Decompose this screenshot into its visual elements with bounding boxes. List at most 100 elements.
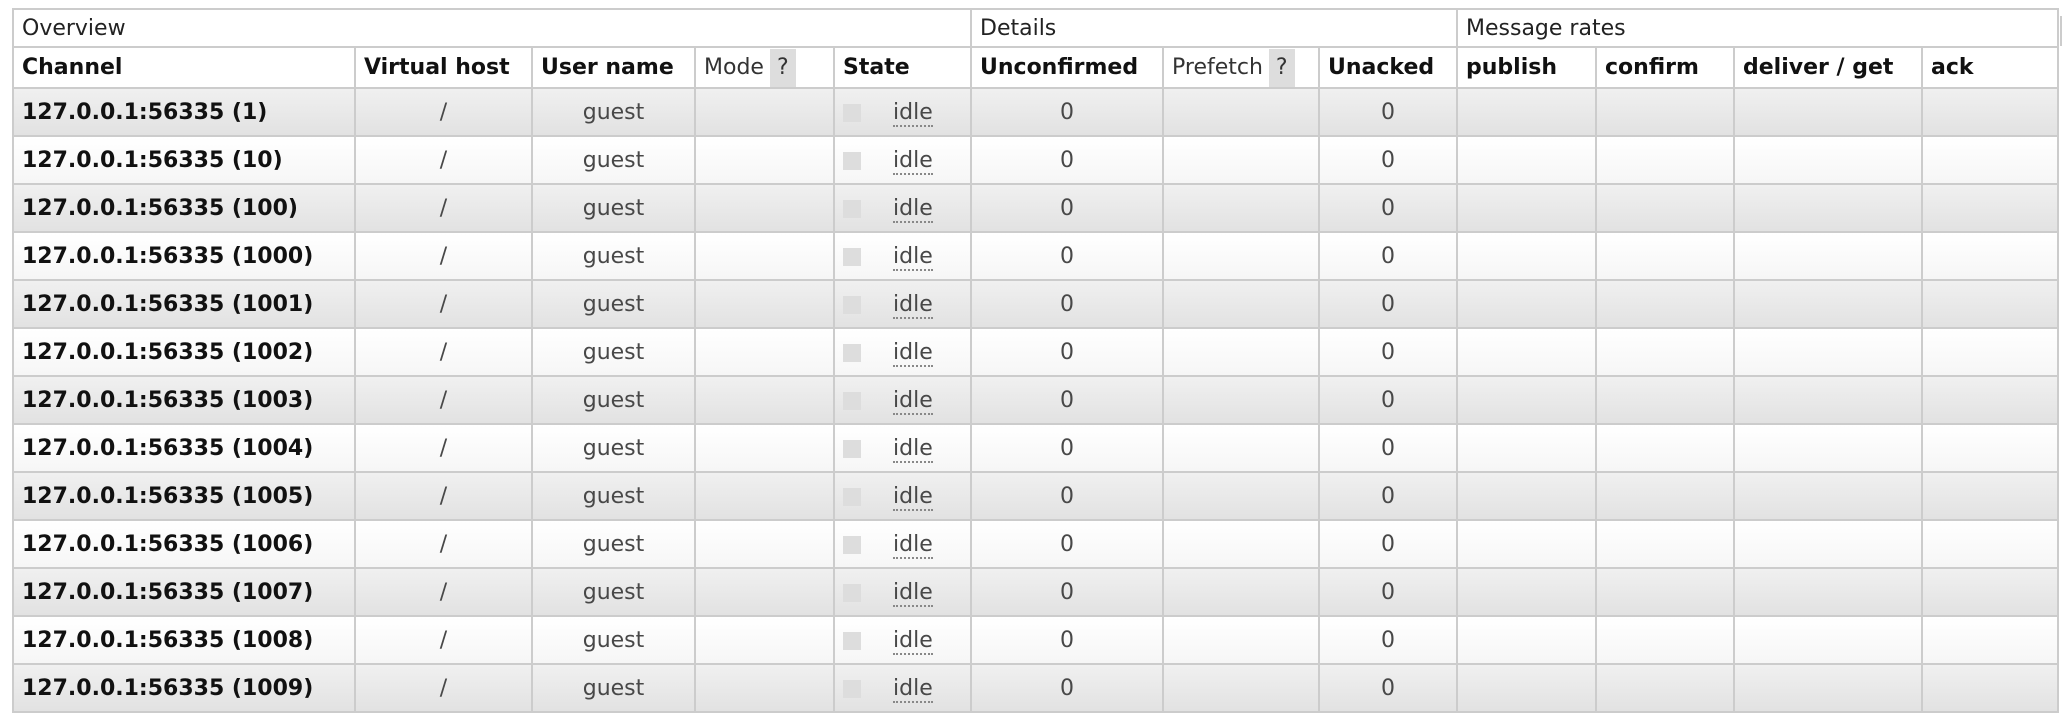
user-name: guest xyxy=(531,519,696,569)
prefetch xyxy=(1162,471,1320,521)
user-name: guest xyxy=(531,183,696,233)
prefetch xyxy=(1162,567,1320,617)
state: idle xyxy=(833,135,972,185)
col-virtual-host[interactable]: Virtual host xyxy=(354,46,533,89)
user-name: guest xyxy=(531,231,696,281)
channel-link[interactable]: 127.0.0.1:56335 (10) xyxy=(12,135,356,185)
unacked: 0 xyxy=(1318,423,1458,473)
channel-link[interactable]: 127.0.0.1:56335 (1005) xyxy=(12,471,356,521)
deliver-get-rate xyxy=(1733,279,1923,329)
channel-link[interactable]: 127.0.0.1:56335 (1000) xyxy=(12,231,356,281)
prefetch xyxy=(1162,375,1320,425)
confirm-rate xyxy=(1595,279,1735,329)
state-label: idle xyxy=(893,531,933,559)
col-confirm: confirm xyxy=(1595,46,1735,89)
publish-rate xyxy=(1456,231,1597,281)
channel-link[interactable]: 127.0.0.1:56335 (1006) xyxy=(12,519,356,569)
unconfirmed: 0 xyxy=(970,135,1164,185)
channel-link[interactable]: 127.0.0.1:56335 (1009) xyxy=(12,663,356,713)
unacked: 0 xyxy=(1318,567,1458,617)
mode xyxy=(694,615,835,665)
channel-link[interactable]: 127.0.0.1:56335 (1) xyxy=(12,87,356,137)
ack-rate xyxy=(1921,327,2059,377)
prefetch xyxy=(1162,663,1320,713)
ack-rate xyxy=(1921,423,2059,473)
ack-rate xyxy=(1921,231,2059,281)
col-user-name[interactable]: User name xyxy=(531,46,696,89)
col-deliver-get: deliver / get xyxy=(1733,46,1923,89)
table-row: 127.0.0.1:56335 (1002) / guest idle 0 0 xyxy=(12,327,2059,377)
channel-link[interactable]: 127.0.0.1:56335 (1001) xyxy=(12,279,356,329)
virtual-host: / xyxy=(354,423,533,473)
channels-table: Overview Details Message rates Channel V… xyxy=(12,8,2059,713)
ack-rate xyxy=(1921,471,2059,521)
publish-rate xyxy=(1456,471,1597,521)
col-unacked[interactable]: Unacked xyxy=(1318,46,1458,89)
table-row: 127.0.0.1:56335 (1007) / guest idle 0 0 xyxy=(12,567,2059,617)
unconfirmed: 0 xyxy=(970,375,1164,425)
group-details: Details xyxy=(970,8,1458,48)
unconfirmed: 0 xyxy=(970,615,1164,665)
state: idle xyxy=(833,423,972,473)
user-name: guest xyxy=(531,471,696,521)
confirm-rate xyxy=(1595,135,1735,185)
user-name: guest xyxy=(531,567,696,617)
table-row: 127.0.0.1:56335 (1003) / guest idle 0 0 xyxy=(12,375,2059,425)
state-label: idle xyxy=(893,435,933,463)
state-label: idle xyxy=(893,627,933,655)
publish-rate xyxy=(1456,567,1597,617)
virtual-host: / xyxy=(354,567,533,617)
channel-link[interactable]: 127.0.0.1:56335 (1002) xyxy=(12,327,356,377)
state-indicator-icon xyxy=(843,487,861,506)
deliver-get-rate xyxy=(1733,327,1923,377)
confirm-rate xyxy=(1595,231,1735,281)
state-indicator-icon xyxy=(843,343,861,362)
prefetch xyxy=(1162,87,1320,137)
user-name: guest xyxy=(531,423,696,473)
deliver-get-rate xyxy=(1733,471,1923,521)
state-indicator-icon xyxy=(843,631,861,650)
mode xyxy=(694,423,835,473)
channel-link[interactable]: 127.0.0.1:56335 (1004) xyxy=(12,423,356,473)
publish-rate xyxy=(1456,615,1597,665)
deliver-get-rate xyxy=(1733,135,1923,185)
prefetch-help-button[interactable]: ? xyxy=(1268,49,1295,86)
unacked: 0 xyxy=(1318,519,1458,569)
unconfirmed: 0 xyxy=(970,423,1164,473)
virtual-host: / xyxy=(354,375,533,425)
mode-help-button[interactable]: ? xyxy=(769,49,796,86)
table-row: 127.0.0.1:56335 (1006) / guest idle 0 0 xyxy=(12,519,2059,569)
publish-rate xyxy=(1456,327,1597,377)
deliver-get-rate xyxy=(1733,87,1923,137)
unconfirmed: 0 xyxy=(970,471,1164,521)
state-label: idle xyxy=(893,147,933,175)
mode xyxy=(694,279,835,329)
prefetch xyxy=(1162,135,1320,185)
channel-link[interactable]: 127.0.0.1:56335 (1003) xyxy=(12,375,356,425)
prefetch xyxy=(1162,279,1320,329)
confirm-rate xyxy=(1595,615,1735,665)
channel-link[interactable]: 127.0.0.1:56335 (100) xyxy=(12,183,356,233)
deliver-get-rate xyxy=(1733,519,1923,569)
confirm-rate xyxy=(1595,519,1735,569)
col-channel[interactable]: Channel xyxy=(12,46,356,89)
channel-link[interactable]: 127.0.0.1:56335 (1008) xyxy=(12,615,356,665)
confirm-rate xyxy=(1595,423,1735,473)
group-overview: Overview xyxy=(12,8,972,48)
unacked: 0 xyxy=(1318,615,1458,665)
mode xyxy=(694,663,835,713)
state-label: idle xyxy=(893,291,933,319)
channel-link[interactable]: 127.0.0.1:56335 (1007) xyxy=(12,567,356,617)
state: idle xyxy=(833,519,972,569)
unacked: 0 xyxy=(1318,183,1458,233)
col-mode: Mode? xyxy=(694,46,835,89)
scrollbar[interactable] xyxy=(2060,16,2070,46)
user-name: guest xyxy=(531,615,696,665)
table-row: 127.0.0.1:56335 (1001) / guest idle 0 0 xyxy=(12,279,2059,329)
virtual-host: / xyxy=(354,327,533,377)
ack-rate xyxy=(1921,567,2059,617)
col-state[interactable]: State xyxy=(833,46,972,89)
col-publish: publish xyxy=(1456,46,1597,89)
col-unconfirmed[interactable]: Unconfirmed xyxy=(970,46,1164,89)
state-indicator-icon xyxy=(843,583,861,602)
